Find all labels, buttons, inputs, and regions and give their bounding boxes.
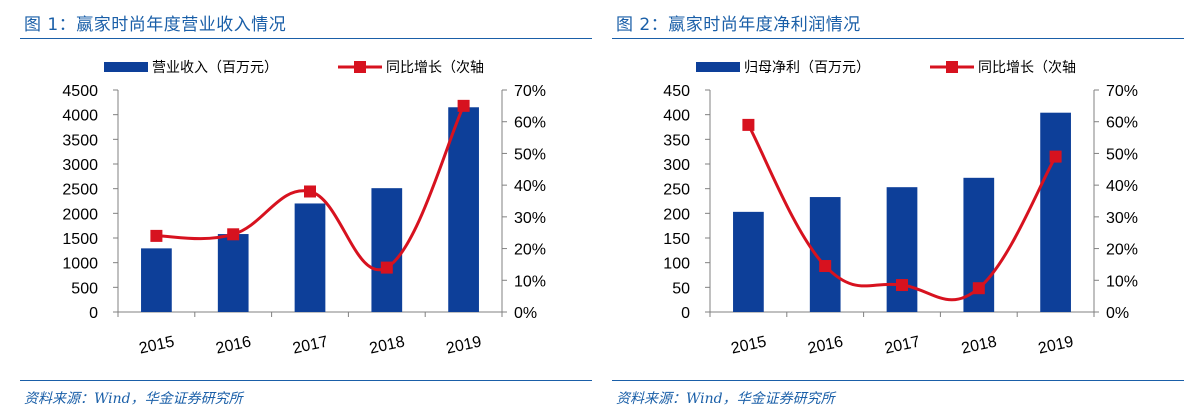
figure-title: 图 1：嬴家时尚年度营业收入情况 [24, 15, 287, 35]
chart-panel-1: 图 1：嬴家时尚年度营业收入情况 营业收入（百万元） 同比增长（次轴 0 500 100… [20, 0, 592, 415]
legend-line-marker [946, 61, 958, 73]
growth-line [156, 105, 465, 272]
growth-point [742, 118, 755, 131]
y-tick-label-left: 500 [71, 280, 98, 297]
y-tick-label-right: 0% [1106, 305, 1129, 322]
y-tick-label-right: 40% [1106, 178, 1138, 195]
bar [294, 203, 326, 312]
x-tick-label: 2016 [214, 333, 252, 357]
x-tick-label: 2019 [1037, 333, 1075, 357]
bar [448, 107, 479, 312]
y-tick-label-left: 250 [663, 182, 690, 199]
legend: 归母净利（百万元） 同比增长（次轴 [696, 59, 1076, 76]
source-rule [612, 380, 1184, 381]
growth-point [150, 229, 163, 242]
bar [371, 188, 403, 312]
y-tick-label-right: 10% [514, 273, 546, 290]
y-tick-label-right: 10% [1106, 273, 1138, 290]
y-tick-label-left: 4500 [62, 83, 98, 100]
legend: 营业收入（百万元） 同比增长（次轴 [104, 60, 484, 76]
y-tick-label-left: 450 [663, 83, 690, 100]
x-tick-label: 2015 [730, 333, 768, 357]
y-tick-label-left: 1500 [62, 231, 98, 248]
title-rule [612, 38, 1184, 39]
growth-point [304, 185, 316, 198]
x-tick-label: 2017 [291, 333, 329, 357]
x-tick-label: 2017 [883, 333, 921, 357]
legend-label: 同比增长（次轴 [386, 60, 484, 76]
y-tick-label-right: 50% [514, 146, 546, 163]
growth-point [457, 99, 470, 112]
y-tick-label-right: 60% [514, 115, 546, 132]
y-tick-label-right: 50% [1106, 146, 1138, 163]
y-tick-label-right: 30% [1106, 210, 1138, 227]
y-tick-label-right: 20% [514, 242, 546, 259]
y-tick-label-left: 50 [672, 280, 690, 297]
y-tick-label-left: 3000 [62, 157, 98, 174]
x-tick-label: 2019 [445, 333, 483, 357]
y-tick-label-left: 150 [663, 231, 690, 248]
x-tick-label: 2018 [368, 333, 406, 357]
y-tick-label-left: 200 [663, 206, 690, 223]
source-note: 资料来源：Wind，华金证券研究所 [616, 391, 835, 407]
bar [886, 187, 918, 312]
growth-point [819, 260, 832, 273]
growth-point [1049, 150, 1062, 163]
y-tick-label-left: 350 [663, 132, 690, 149]
title-rule [20, 38, 592, 39]
y-tick-label-left: 2500 [62, 182, 98, 199]
y-tick-label-left: 100 [663, 256, 690, 273]
y-tick-label-right: 70% [514, 83, 546, 100]
bar [141, 248, 172, 312]
legend-bar-swatch [696, 62, 740, 72]
y-tick-label-left: 3500 [62, 132, 98, 149]
figure-title: 图 2：嬴家时尚年度净利润情况 [616, 15, 861, 35]
y-tick-label-right: 30% [514, 210, 546, 227]
x-tick-label: 2018 [960, 333, 998, 357]
y-tick-label-left: 300 [663, 157, 690, 174]
y-tick-label-right: 40% [514, 178, 546, 195]
source-rule [20, 380, 592, 381]
growth-point [896, 279, 908, 292]
bar [1040, 112, 1071, 313]
y-tick-label-right: 60% [1106, 115, 1138, 132]
legend-label: 归母净利（百万元） [744, 59, 870, 76]
chart-panel-2: 图 2：嬴家时尚年度净利润情况 归母净利（百万元） 同比增长（次轴 0 50 100 15… [612, 0, 1184, 415]
net-profit-chart: 归母净利（百万元） 同比增长（次轴 0 50 100 150 200 250 300 350 400… [663, 59, 1138, 357]
legend-label: 营业收入（百万元） [152, 60, 278, 76]
legend-line-marker [354, 61, 366, 73]
y-tick-label-left: 1000 [62, 256, 98, 273]
bar [733, 211, 764, 312]
legend-bar-swatch [104, 62, 148, 72]
source-note: 资料来源：Wind，华金证券研究所 [24, 391, 243, 407]
growth-point [380, 261, 393, 274]
revenue-chart: 营业收入（百万元） 同比增长（次轴 0 500 1000 1500 2000 2500 3000… [62, 60, 546, 357]
x-tick-label: 2015 [138, 333, 176, 357]
y-tick-label-right: 70% [1106, 83, 1138, 100]
y-tick-label-left: 4000 [62, 108, 98, 125]
y-tick-label-left: 2000 [62, 206, 98, 223]
y-tick-label-left: 400 [663, 108, 690, 125]
y-tick-label-right: 20% [1106, 242, 1138, 259]
y-tick-label-right: 0% [514, 305, 537, 322]
legend-label: 同比增长（次轴 [978, 60, 1076, 76]
x-tick-label: 2016 [806, 333, 844, 357]
y-tick-label-left: 0 [89, 305, 98, 322]
growth-point [972, 282, 985, 295]
growth-point [227, 228, 240, 241]
bar [217, 234, 249, 312]
y-tick-label-left: 0 [681, 305, 690, 322]
